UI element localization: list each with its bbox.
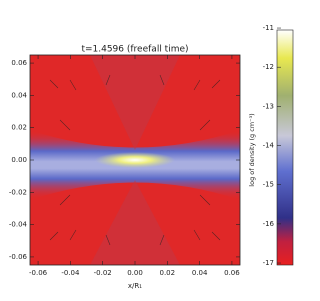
x-axis-label: x/R₁ (128, 282, 142, 290)
colorbar-tick-label: -17 (263, 259, 274, 267)
colorbar-tick-label: -15 (263, 181, 274, 189)
y-tick-label: -0.02 (9, 188, 27, 196)
colorbar-tick-label: -14 (263, 142, 275, 150)
chart-title: t=1.4596 (freefall time) (81, 45, 188, 55)
x-tick-label: -0.02 (94, 269, 112, 277)
y-tick-label: 0.02 (11, 124, 27, 132)
x-tick-label: -0.04 (61, 269, 80, 277)
colorbar-tick-label: -13 (263, 102, 274, 110)
density-map (30, 55, 240, 265)
colorbar-tick-label: -12 (263, 63, 274, 71)
colorbar-tick-label: -16 (263, 220, 275, 228)
y-tick-label: 0.06 (11, 59, 27, 67)
x-tick-label: -0.06 (29, 269, 48, 277)
y-tick-label: -0.06 (9, 253, 28, 261)
chart: t=1.4596 (freefall time) x/R₁ log of den… (9, 24, 294, 290)
y-tick-label: -0.04 (9, 221, 28, 229)
y-tick-label: 0.04 (11, 91, 27, 99)
x-tick-label: 0.06 (224, 269, 240, 277)
colorbar-label: log of density (g cm⁻³) (248, 113, 256, 186)
x-tick-label: 0.00 (127, 269, 143, 277)
y-tick-label: 0.00 (11, 156, 27, 164)
x-tick-label: 0.04 (192, 269, 208, 277)
colorbar (276, 29, 294, 266)
colorbar-tick-label: -11 (263, 24, 274, 32)
x-tick-label: 0.02 (160, 269, 176, 277)
